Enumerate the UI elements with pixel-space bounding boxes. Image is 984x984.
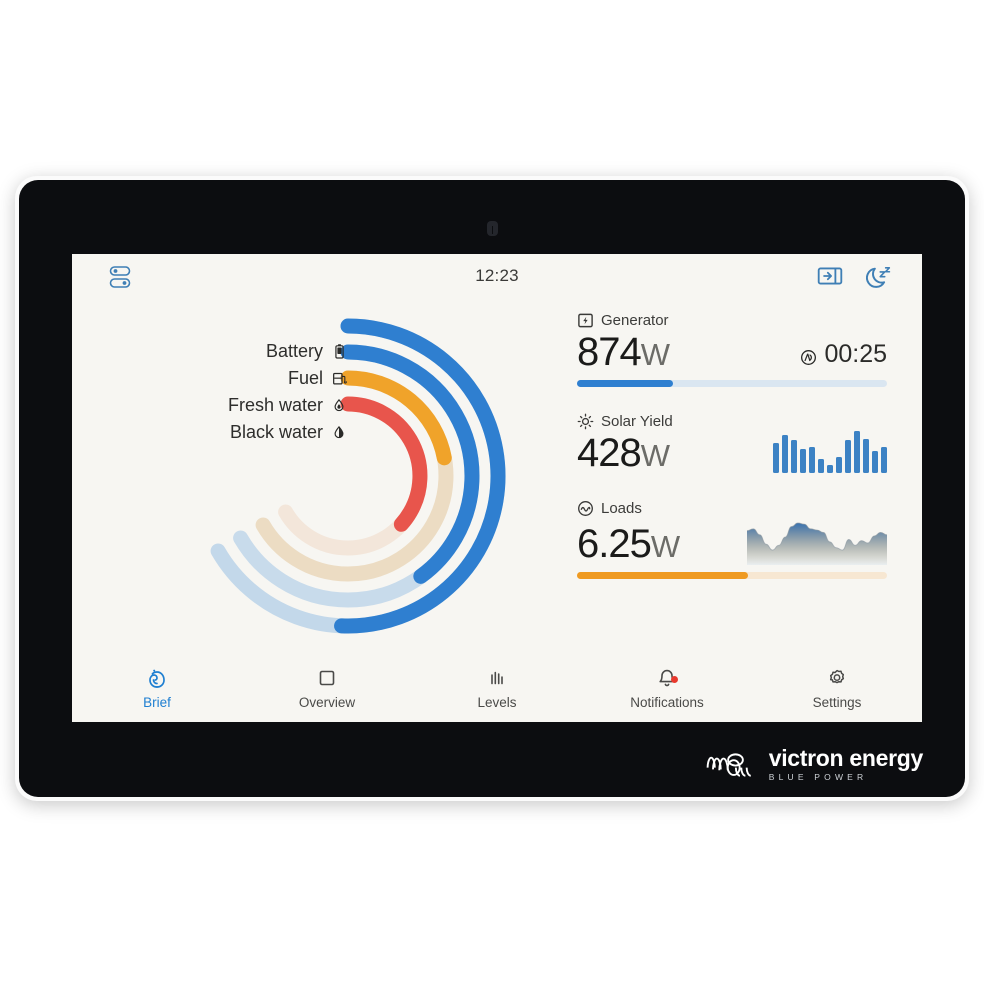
sleep-moon-icon[interactable]	[866, 262, 894, 290]
arc-legend: Battery Fuel	[82, 338, 354, 446]
device-frame: 12:23	[15, 176, 969, 801]
generator-value-unit: W	[640, 337, 671, 372]
sparkline-bar	[836, 457, 842, 473]
victron-logo: victron energy BLUE POWER	[704, 744, 924, 782]
status-bar-right-icons	[816, 262, 894, 290]
brief-icon	[145, 666, 169, 690]
gear-icon	[825, 666, 849, 690]
generator-icon	[577, 312, 594, 329]
front-sensor-icon	[487, 221, 498, 236]
metric-generator[interactable]: Generator 874W	[577, 312, 887, 387]
levels-arc-gauge: Battery Fuel	[82, 298, 522, 654]
loads-value-unit: W	[650, 529, 681, 564]
nav-label-settings: Settings	[812, 695, 862, 710]
metric-generator-header: Generator	[577, 312, 887, 329]
metric-generator-label: Generator	[601, 312, 669, 329]
loads-progress-track	[577, 572, 887, 579]
loads-area-fill	[747, 523, 887, 565]
metric-loads-value: 6.25W	[577, 523, 680, 565]
nav-item-overview[interactable]: Overview	[242, 666, 412, 710]
toggles-icon[interactable]	[107, 264, 133, 290]
metric-solar-value: 428W	[577, 432, 670, 474]
sparkline-bar	[881, 447, 887, 473]
sparkline-bar	[809, 447, 815, 473]
generator-progress-track	[577, 380, 887, 387]
metric-loads[interactable]: Loads 6.25W	[577, 500, 887, 579]
victron-logo-text: victron energy BLUE POWER	[768, 744, 924, 782]
nav-item-settings[interactable]: Settings	[752, 666, 922, 710]
arc-chart-svg	[210, 318, 506, 634]
display-screen: 12:23	[72, 254, 922, 722]
metric-solar-yield[interactable]: Solar Yield 428W	[577, 413, 887, 474]
sparkline-bar	[791, 440, 797, 473]
loads-icon	[577, 500, 594, 517]
sparkline-bar	[872, 451, 878, 473]
solar-sparkline-bars	[773, 431, 887, 474]
bell-icon	[655, 666, 679, 690]
arc-value-fuel	[233, 344, 480, 608]
legend-item-fresh-water[interactable]: Fresh water	[228, 392, 348, 419]
nav-item-brief[interactable]: Brief	[72, 666, 242, 710]
legend-label-black-water: Black water	[229, 422, 323, 442]
sun-icon	[577, 413, 594, 430]
metric-solar-header: Solar Yield	[577, 413, 887, 430]
battery-icon	[330, 342, 348, 362]
generator-runtime-value: 00:25	[824, 340, 887, 368]
generator-value-number: 874	[577, 330, 642, 374]
fuel-pump-icon	[330, 369, 348, 389]
metrics-panel: Generator 874W	[577, 312, 887, 605]
loads-value-number: 6.25	[577, 522, 652, 566]
sparkline-bar	[827, 465, 833, 473]
brand-name: victron energy	[768, 744, 924, 771]
legend-label-fuel: Fuel	[287, 368, 323, 388]
sparkline-bar	[800, 449, 806, 473]
clock: 12:23	[475, 266, 519, 285]
metric-loads-label: Loads	[601, 500, 642, 517]
nav-label-levels: Levels	[477, 695, 517, 710]
sparkline-bar	[854, 431, 860, 473]
legend-item-black-water[interactable]: Black water	[230, 419, 348, 446]
metric-generator-runtime: 00:25	[799, 340, 887, 373]
nav-item-levels[interactable]: Levels	[412, 666, 582, 710]
metric-loads-header: Loads	[577, 500, 887, 517]
arc-value-fresh-water	[255, 370, 454, 582]
metric-generator-value: 874W	[577, 331, 670, 373]
loads-progress-fill	[577, 572, 748, 579]
levels-icon	[485, 666, 509, 690]
loads-area-line	[747, 522, 887, 551]
sparkline-bar	[845, 440, 851, 473]
arc-value-black-water	[278, 396, 428, 556]
black-drop-icon	[330, 423, 348, 443]
sparkline-bar	[863, 439, 869, 473]
status-bar: 12:23	[72, 254, 922, 298]
water-drop-icon	[330, 396, 348, 416]
sparkline-bar	[773, 443, 779, 473]
panel-collapse-icon[interactable]	[816, 262, 844, 290]
legend-item-fuel[interactable]: Fuel	[288, 365, 348, 392]
nav-label-brief: Brief	[143, 695, 171, 710]
generator-progress-fill	[577, 380, 674, 387]
bottom-navigation: Brief Overview	[72, 654, 922, 722]
loads-area-chart	[747, 522, 887, 565]
nav-item-notifications[interactable]: Notifications	[582, 666, 752, 710]
legend-item-battery[interactable]: Battery	[266, 338, 348, 365]
metric-solar-label: Solar Yield	[601, 413, 673, 430]
nav-label-notifications: Notifications	[630, 695, 704, 710]
sparkline-bar	[818, 459, 824, 473]
sparkline-bar	[782, 435, 788, 473]
victron-logo-mark	[706, 753, 751, 777]
nav-label-overview: Overview	[298, 695, 356, 710]
overview-icon	[315, 666, 339, 690]
runtime-icon	[799, 345, 818, 366]
device-bezel: 12:23	[19, 180, 965, 797]
solar-value-number: 428	[577, 431, 642, 475]
legend-label-battery: Battery	[265, 341, 323, 361]
arc-value-battery	[210, 318, 506, 634]
legend-label-fresh-water: Fresh water	[227, 395, 323, 415]
solar-value-unit: W	[640, 438, 671, 473]
brand-tagline: BLUE POWER	[768, 771, 868, 782]
notifications-badge-dot	[671, 676, 678, 683]
